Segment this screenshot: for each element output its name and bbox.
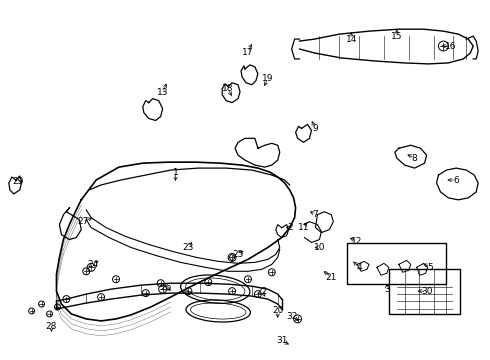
Text: 16: 16 (444, 41, 456, 50)
Text: 29: 29 (12, 177, 24, 186)
Text: 23: 23 (183, 243, 194, 252)
Text: 10: 10 (314, 243, 325, 252)
Text: 4: 4 (356, 263, 362, 272)
Text: 20: 20 (272, 306, 283, 315)
Text: 28: 28 (46, 322, 57, 331)
Text: 17: 17 (242, 49, 254, 58)
Text: 7: 7 (313, 210, 318, 219)
Text: 19: 19 (262, 74, 273, 83)
Text: 26: 26 (160, 283, 172, 292)
Text: 15: 15 (391, 32, 403, 41)
Text: 11: 11 (298, 223, 309, 232)
Text: 21: 21 (326, 273, 337, 282)
Text: 25: 25 (232, 250, 244, 259)
Text: 14: 14 (345, 35, 357, 44)
Text: 6: 6 (453, 176, 459, 185)
Text: 31: 31 (276, 336, 288, 345)
Text: 2: 2 (288, 223, 294, 232)
Text: 22: 22 (256, 287, 268, 296)
Text: 8: 8 (412, 154, 417, 163)
Text: 27: 27 (77, 217, 89, 226)
Text: 30: 30 (421, 287, 432, 296)
Text: 1: 1 (172, 167, 178, 176)
Text: 32: 32 (286, 312, 297, 321)
Text: 5: 5 (428, 263, 434, 272)
Text: 12: 12 (351, 237, 363, 246)
Text: 18: 18 (222, 84, 234, 93)
Text: 13: 13 (157, 88, 169, 97)
Text: 3: 3 (384, 285, 390, 294)
Text: 24: 24 (88, 260, 99, 269)
Text: 9: 9 (313, 124, 318, 133)
